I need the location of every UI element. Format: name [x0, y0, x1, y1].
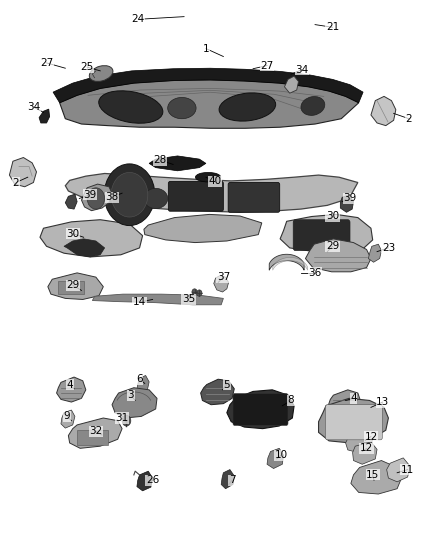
- Polygon shape: [221, 470, 234, 489]
- Text: 27: 27: [261, 61, 274, 70]
- Circle shape: [122, 415, 131, 426]
- Text: 28: 28: [153, 155, 167, 165]
- Text: 6: 6: [136, 374, 143, 384]
- Text: 21: 21: [326, 22, 339, 33]
- Ellipse shape: [301, 96, 325, 115]
- Polygon shape: [92, 294, 223, 305]
- Text: 37: 37: [217, 272, 230, 282]
- Bar: [58, 281, 84, 294]
- Text: 34: 34: [27, 102, 40, 112]
- Text: 4: 4: [350, 393, 357, 403]
- Text: 5: 5: [223, 379, 230, 390]
- Text: 10: 10: [275, 450, 288, 460]
- Polygon shape: [305, 239, 371, 272]
- Polygon shape: [201, 379, 234, 405]
- Text: 15: 15: [366, 470, 379, 480]
- Text: 35: 35: [182, 294, 195, 304]
- Bar: [77, 430, 108, 445]
- Text: 29: 29: [66, 280, 79, 290]
- Polygon shape: [39, 109, 49, 123]
- Polygon shape: [60, 80, 359, 128]
- Text: 9: 9: [64, 411, 71, 422]
- Text: 39: 39: [343, 193, 357, 204]
- Text: 7: 7: [229, 475, 235, 485]
- Polygon shape: [48, 273, 103, 300]
- Text: 12: 12: [364, 432, 378, 442]
- Polygon shape: [65, 173, 358, 212]
- Text: 30: 30: [326, 211, 339, 221]
- Polygon shape: [353, 442, 377, 464]
- Text: 39: 39: [84, 190, 97, 200]
- Polygon shape: [214, 276, 229, 292]
- Circle shape: [197, 290, 202, 296]
- Circle shape: [111, 172, 148, 217]
- Circle shape: [87, 188, 105, 209]
- Polygon shape: [387, 458, 410, 482]
- Text: 23: 23: [382, 243, 395, 253]
- Polygon shape: [10, 158, 36, 187]
- Ellipse shape: [99, 91, 163, 123]
- Polygon shape: [68, 418, 122, 448]
- Ellipse shape: [89, 66, 113, 82]
- Text: 25: 25: [81, 62, 94, 72]
- FancyBboxPatch shape: [325, 405, 382, 440]
- Ellipse shape: [144, 188, 168, 208]
- FancyBboxPatch shape: [228, 182, 280, 212]
- Polygon shape: [53, 68, 363, 103]
- Polygon shape: [280, 214, 373, 253]
- Text: 29: 29: [326, 241, 339, 251]
- Text: 31: 31: [116, 413, 129, 423]
- Polygon shape: [371, 96, 396, 126]
- Text: 4: 4: [67, 379, 73, 390]
- Polygon shape: [137, 375, 149, 393]
- Polygon shape: [57, 377, 86, 402]
- Polygon shape: [65, 194, 77, 209]
- Polygon shape: [318, 398, 389, 443]
- Text: 2: 2: [406, 114, 412, 124]
- Polygon shape: [144, 214, 262, 243]
- Polygon shape: [285, 76, 298, 93]
- Polygon shape: [112, 387, 157, 418]
- FancyBboxPatch shape: [168, 181, 223, 211]
- Text: 3: 3: [127, 390, 134, 400]
- Text: 8: 8: [288, 395, 294, 406]
- Polygon shape: [61, 410, 75, 428]
- Text: 24: 24: [131, 14, 145, 25]
- Text: 30: 30: [66, 229, 79, 239]
- Ellipse shape: [195, 172, 221, 182]
- Text: 40: 40: [208, 176, 221, 187]
- Text: 13: 13: [376, 397, 389, 407]
- Text: 38: 38: [106, 192, 119, 203]
- Text: 27: 27: [40, 58, 53, 68]
- Text: 2: 2: [13, 177, 19, 188]
- Ellipse shape: [219, 93, 276, 121]
- Circle shape: [192, 289, 197, 295]
- Text: 32: 32: [89, 426, 102, 437]
- Polygon shape: [149, 156, 206, 171]
- Text: 26: 26: [146, 475, 159, 485]
- Polygon shape: [368, 244, 381, 262]
- Polygon shape: [351, 461, 402, 494]
- Polygon shape: [340, 195, 353, 212]
- Polygon shape: [81, 184, 112, 211]
- Polygon shape: [64, 239, 105, 257]
- Text: 1: 1: [203, 44, 209, 53]
- Text: 36: 36: [308, 268, 321, 278]
- Text: 12: 12: [360, 443, 373, 453]
- Polygon shape: [328, 390, 361, 415]
- Text: 34: 34: [295, 65, 309, 75]
- FancyBboxPatch shape: [233, 393, 288, 425]
- Text: 14: 14: [133, 297, 146, 307]
- Polygon shape: [346, 431, 373, 453]
- FancyBboxPatch shape: [293, 220, 350, 251]
- Ellipse shape: [168, 98, 196, 119]
- Polygon shape: [269, 254, 304, 270]
- Polygon shape: [273, 257, 307, 270]
- Polygon shape: [227, 390, 294, 429]
- Text: 11: 11: [401, 465, 414, 474]
- Circle shape: [104, 164, 155, 225]
- Polygon shape: [267, 448, 284, 469]
- Polygon shape: [137, 471, 152, 491]
- Polygon shape: [40, 220, 143, 257]
